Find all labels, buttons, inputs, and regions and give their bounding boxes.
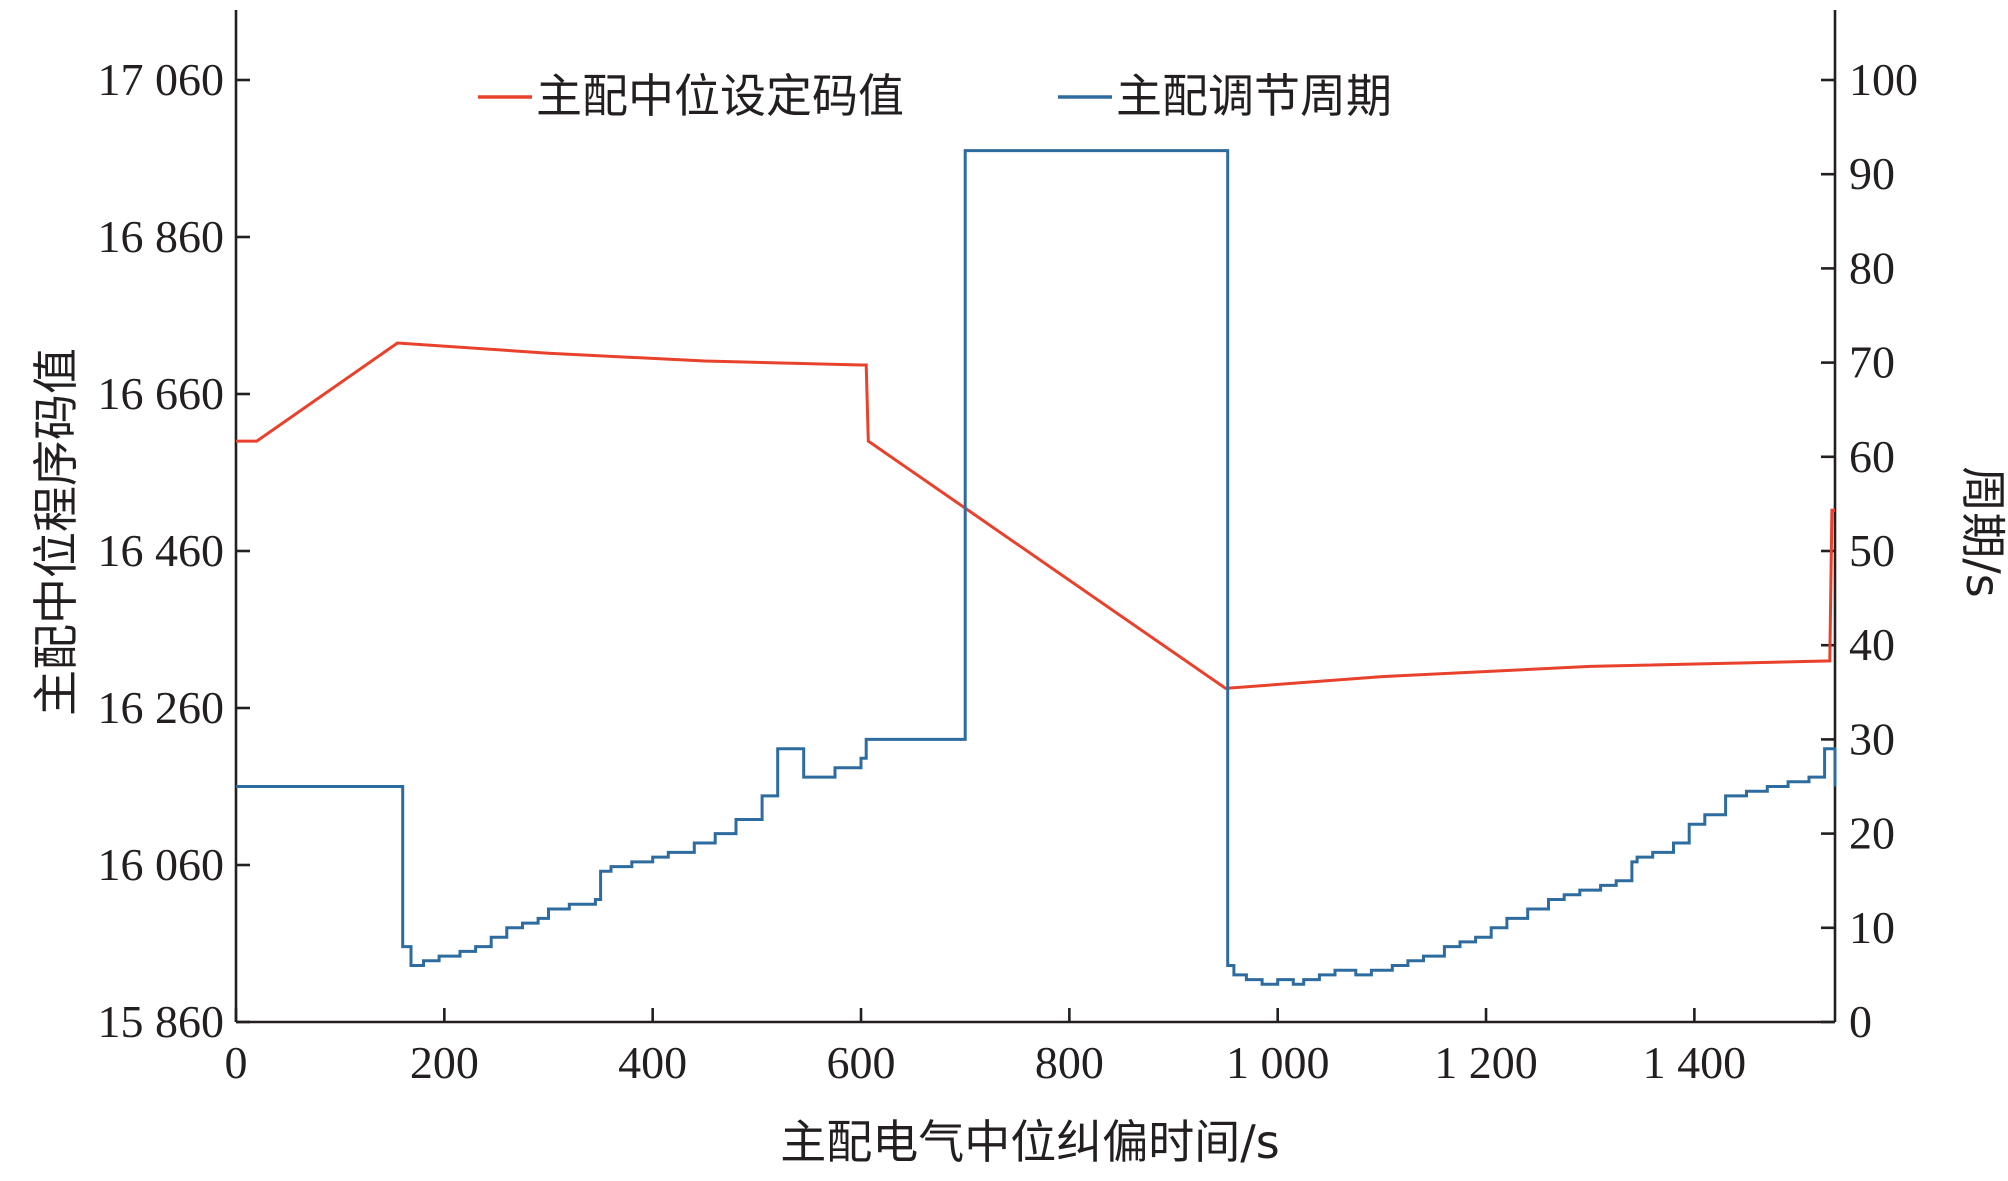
left-y-tick-label: 15 860 (98, 996, 225, 1047)
left-y-tick-label: 16 860 (98, 211, 225, 262)
x-tick-label: 1 000 (1226, 1037, 1330, 1088)
legend: 主配中位设定码值 主配调节周期 (478, 69, 1392, 123)
series-line-adjust-period (236, 149, 1837, 986)
left-y-axis: 15 860 16 060 16 260 16 460 16 660 16 860 17 0… (98, 54, 250, 1047)
legend-label-red: 主配中位设定码值 (536, 69, 904, 123)
legend-label-blue: 主配调节周期 (1116, 69, 1392, 123)
right-y-tick-label: 50 (1849, 525, 1895, 576)
right-y-tick-label: 80 (1849, 242, 1895, 293)
left-y-tick-label: 16 660 (98, 368, 225, 419)
right-y-tick-label: 70 (1849, 337, 1895, 388)
right-y-tick-label: 0 (1849, 996, 1872, 1047)
x-tick-label: 800 (1035, 1037, 1104, 1088)
x-tick-label: 0 (225, 1037, 248, 1088)
x-axis-title: 主配电气中位纠偏时间/s (780, 1115, 1279, 1169)
right-y-axis-title: 周期/s (1956, 466, 2008, 597)
left-y-tick-label: 16 260 (98, 682, 225, 733)
series-layer (236, 149, 1837, 986)
left-y-tick-label: 16 060 (98, 839, 225, 890)
x-tick-label: 1 400 (1643, 1037, 1747, 1088)
right-y-tick-label: 60 (1849, 431, 1895, 482)
right-y-tick-label: 20 (1849, 808, 1895, 859)
x-tick-label: 600 (827, 1037, 896, 1088)
right-y-tick-label: 30 (1849, 713, 1895, 764)
right-y-tick-label: 100 (1849, 54, 1918, 105)
x-tick-label: 200 (410, 1037, 479, 1088)
right-y-axis: 0 10 20 30 40 50 60 70 80 90 100 (1821, 54, 1918, 1047)
right-y-tick-label: 40 (1849, 619, 1895, 670)
right-y-tick-label: 90 (1849, 148, 1895, 199)
series-line-setpoint-code (236, 341, 1835, 690)
x-tick-label: 400 (618, 1037, 687, 1088)
plot-frame (234, 10, 1837, 1024)
right-y-tick-label: 10 (1849, 902, 1895, 953)
x-tick-label: 1 200 (1434, 1037, 1538, 1088)
left-y-axis-title: 主配中位程序码值 (29, 348, 83, 716)
x-axis: 0 200 400 600 800 1 000 1 200 1 400 (225, 1008, 1747, 1088)
left-y-tick-label: 16 460 (98, 525, 225, 576)
left-y-tick-label: 17 060 (98, 54, 225, 105)
